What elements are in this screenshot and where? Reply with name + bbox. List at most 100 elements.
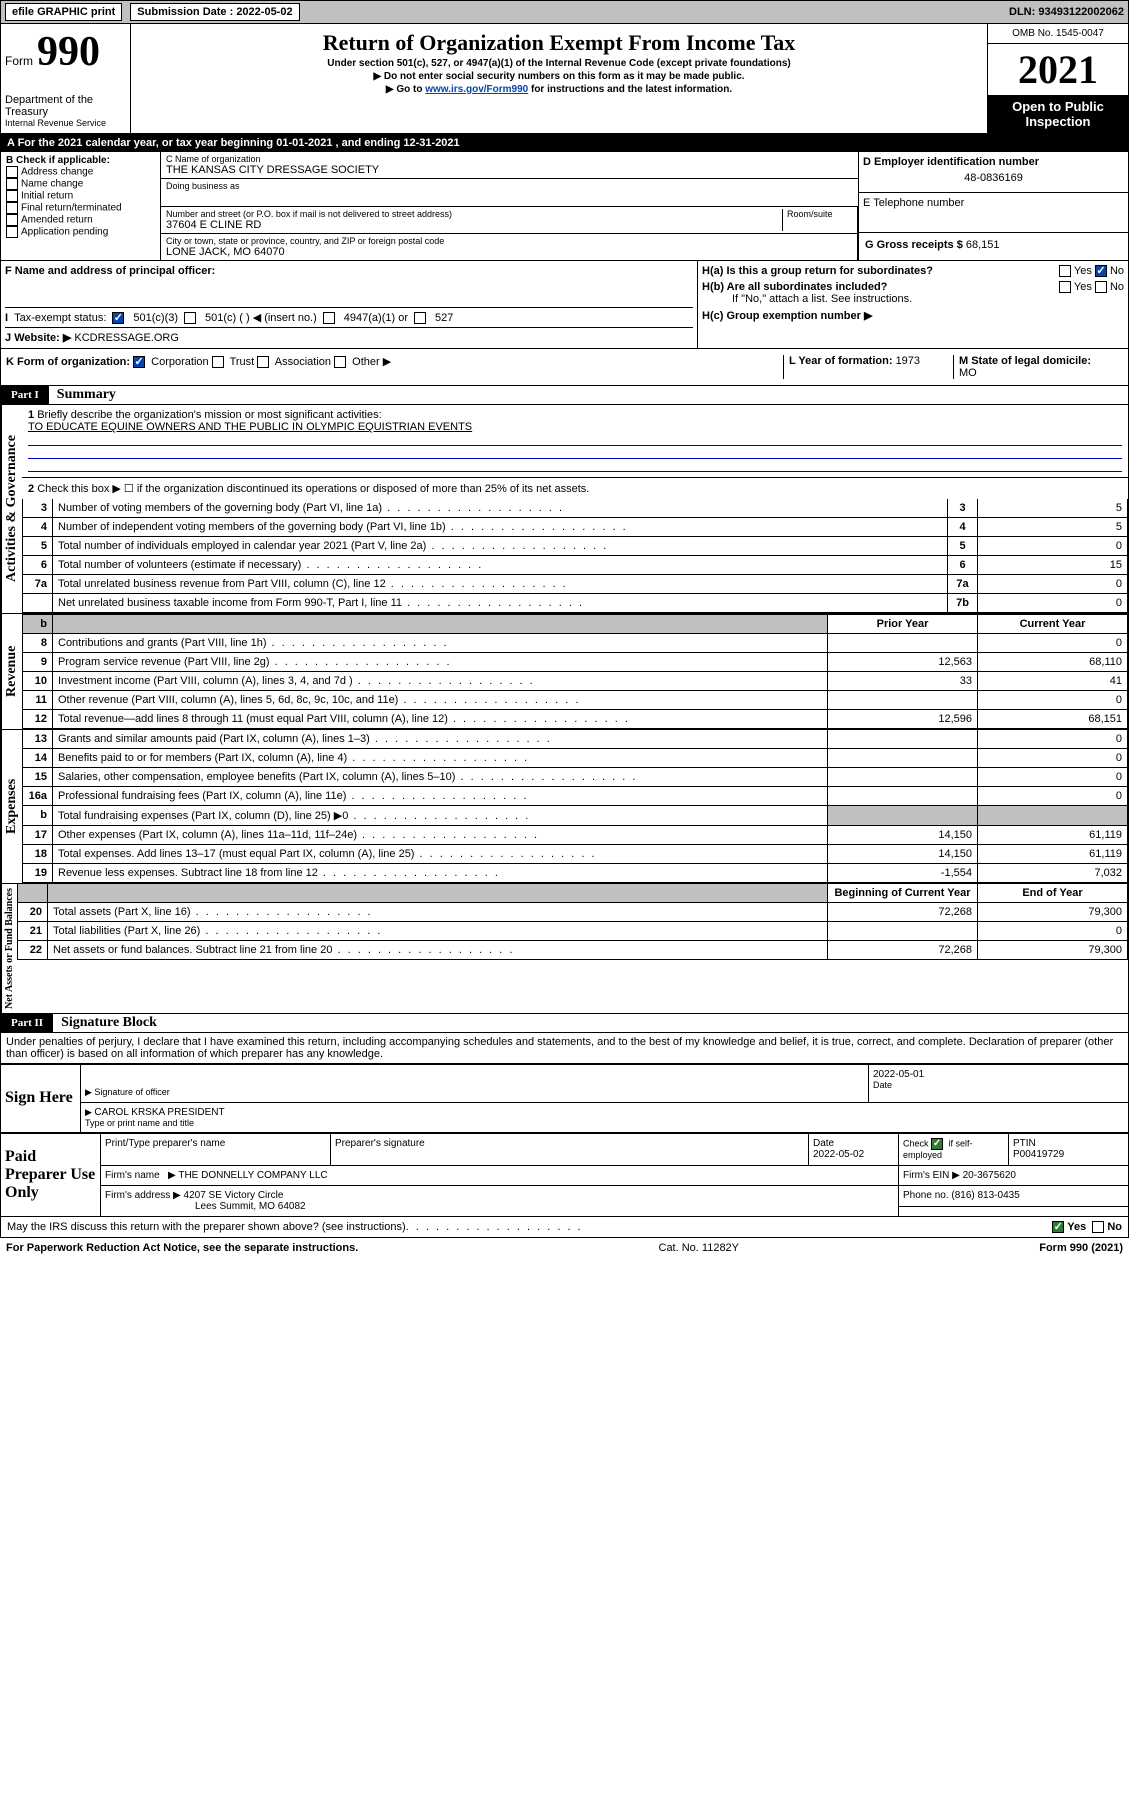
mission: TO EDUCATE EQUINE OWNERS AND THE PUBLIC … xyxy=(28,421,472,433)
i-501c3: 501(c)(3) xyxy=(133,312,178,324)
city-label: City or town, state or province, country… xyxy=(166,236,852,246)
discuss-row: May the IRS discuss this return with the… xyxy=(0,1217,1129,1238)
sign-date: 2022-05-01 xyxy=(873,1069,1124,1080)
firm-addr-label: Firm's address ▶ xyxy=(105,1190,184,1201)
footer-c: Form 990 (2021) xyxy=(1039,1242,1123,1254)
revenue-block: Revenue bPrior YearCurrent Year 8Contrib… xyxy=(0,614,1129,730)
sign-here: Sign Here xyxy=(1,1064,81,1132)
boxb-checkbox[interactable] xyxy=(6,202,18,214)
footer-b: Cat. No. 11282Y xyxy=(659,1242,740,1254)
527-checkbox[interactable] xyxy=(414,312,426,324)
boxb-checkbox[interactable] xyxy=(6,190,18,202)
irs-link[interactable]: www.irs.gov/Form990 xyxy=(425,84,528,95)
discuss-yes: Yes xyxy=(1067,1221,1086,1233)
prep-date: 2022-05-02 xyxy=(813,1149,864,1160)
period-b: , and ending xyxy=(336,137,404,149)
sig-officer-label: Signature of officer xyxy=(85,1087,864,1098)
501c-checkbox[interactable] xyxy=(184,312,196,324)
discuss-no: No xyxy=(1107,1221,1122,1233)
4947-checkbox[interactable] xyxy=(323,312,335,324)
self-emp-label: Check xyxy=(903,1139,931,1149)
f-h-row: F Name and address of principal officer:… xyxy=(0,261,1129,349)
dept-treasury: Department of the Treasury xyxy=(5,94,126,118)
boxb-checkbox[interactable] xyxy=(6,214,18,226)
k-trust: Trust xyxy=(230,356,255,368)
prep-date-label: Date xyxy=(813,1138,834,1149)
phone: (816) 813-0435 xyxy=(951,1190,1019,1201)
discuss-yes-checkbox[interactable] xyxy=(1052,1221,1064,1233)
prep-sig-label: Preparer's signature xyxy=(331,1133,809,1165)
hc-label: H(c) Group exemption number ▶ xyxy=(702,310,872,322)
end-year-h: End of Year xyxy=(978,884,1128,903)
m-label: M State of legal domicile: xyxy=(959,355,1091,367)
current-year-h: Current Year xyxy=(978,615,1128,634)
form-title: Return of Organization Exempt From Incom… xyxy=(141,30,977,56)
k-corp: Corporation xyxy=(151,356,208,368)
netassets-block: Net Assets or Fund Balances Beginning of… xyxy=(0,884,1129,1014)
boxb-checkbox[interactable] xyxy=(6,226,18,238)
vert-netassets: Net Assets or Fund Balances xyxy=(1,884,17,1013)
form-label: Form xyxy=(5,54,33,68)
i-label: Tax-exempt status: xyxy=(14,312,106,324)
phone-label: Phone no. xyxy=(903,1190,951,1201)
officer-name-label: Type or print name and title xyxy=(85,1118,1124,1128)
ptin: P00419729 xyxy=(1013,1149,1064,1160)
omb-number: OMB No. 1545-0047 xyxy=(988,24,1128,44)
firm-name-label: Firm's name xyxy=(105,1170,160,1181)
501c3-checkbox[interactable] xyxy=(112,312,124,324)
discuss-no-checkbox[interactable] xyxy=(1092,1221,1104,1233)
penalties-text: Under penalties of perjury, I declare th… xyxy=(0,1033,1129,1064)
boxb-checkbox[interactable] xyxy=(6,166,18,178)
goto-post: for instructions and the latest informat… xyxy=(528,84,732,95)
k-corp-checkbox[interactable] xyxy=(133,356,145,368)
hb-no: No xyxy=(1110,281,1124,293)
hb-yes-checkbox[interactable] xyxy=(1059,281,1071,293)
form-990: 990 xyxy=(37,28,100,76)
entity-info-row: B Check if applicable: Address changeNam… xyxy=(0,152,1129,261)
footer-a: For Paperwork Reduction Act Notice, see … xyxy=(6,1242,358,1254)
i-501c: 501(c) ( ) ◀ (insert no.) xyxy=(205,311,317,324)
form-header: Form 990 Department of the Treasury Inter… xyxy=(0,24,1129,134)
d-label: D Employer identification number xyxy=(863,156,1039,168)
ha-no: No xyxy=(1110,265,1124,277)
k-assoc: Association xyxy=(275,356,331,368)
officer-name: CAROL KRSKA PRESIDENT xyxy=(85,1107,1124,1118)
m-val: MO xyxy=(959,367,977,379)
boxb-checkbox[interactable] xyxy=(6,178,18,190)
hb2-label: If "No," attach a list. See instructions… xyxy=(702,293,1124,305)
street: 37604 E CLINE RD xyxy=(166,219,782,231)
efile-chip[interactable]: efile GRAPHIC print xyxy=(5,3,122,21)
l1-text: Briefly describe the organization's miss… xyxy=(37,409,381,421)
vert-expenses: Expenses xyxy=(1,730,22,883)
org-name: THE KANSAS CITY DRESSAGE SOCIETY xyxy=(166,164,853,176)
hb-yes: Yes xyxy=(1074,281,1092,293)
firm-ein: 20-3675620 xyxy=(963,1170,1016,1181)
k-other-checkbox[interactable] xyxy=(334,356,346,368)
firm-addr: 4207 SE Victory Circle xyxy=(184,1190,284,1201)
k-assoc-checkbox[interactable] xyxy=(257,356,269,368)
summary-block: Activities & Governance 1 Briefly descri… xyxy=(0,405,1129,614)
expenses-block: Expenses 13Grants and similar amounts pa… xyxy=(0,730,1129,884)
city: LONE JACK, MO 64070 xyxy=(166,246,852,258)
vert-activities: Activities & Governance xyxy=(1,405,22,613)
irs-label: Internal Revenue Service xyxy=(5,118,126,128)
l2-text: Check this box ▶ ☐ if the organization d… xyxy=(37,483,589,495)
firm-city: Lees Summit, MO 64082 xyxy=(105,1201,306,1212)
website: KCDRESSAGE.ORG xyxy=(74,332,179,344)
i-4947: 4947(a)(1) or xyxy=(344,312,408,324)
k-trust-checkbox[interactable] xyxy=(212,356,224,368)
submission-chip: Submission Date : 2022-05-02 xyxy=(130,3,299,21)
self-emp-checkbox[interactable] xyxy=(931,1138,943,1150)
hb-no-checkbox[interactable] xyxy=(1095,281,1107,293)
top-bar: efile GRAPHIC print Submission Date : 20… xyxy=(0,0,1129,24)
g-label: G Gross receipts $ xyxy=(865,239,966,251)
ha-no-checkbox[interactable] xyxy=(1095,265,1107,277)
prior-year-h: Prior Year xyxy=(828,615,978,634)
gross-receipts: 68,151 xyxy=(966,239,1000,251)
beg-year-h: Beginning of Current Year xyxy=(828,884,978,903)
date-label: Date xyxy=(873,1080,1124,1090)
part2-label: Part II xyxy=(1,1014,53,1032)
room-label: Room/suite xyxy=(782,209,852,231)
l-label: L Year of formation: xyxy=(789,355,896,367)
ha-yes-checkbox[interactable] xyxy=(1059,265,1071,277)
